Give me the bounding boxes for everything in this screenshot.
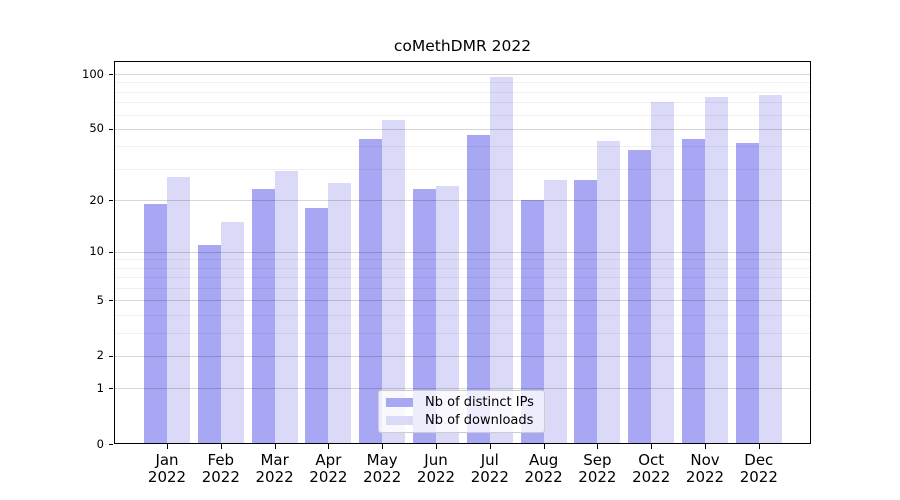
major-gridline-20	[114, 200, 811, 201]
x-tick-mark	[274, 444, 276, 449]
y-tick-mark	[109, 300, 113, 302]
minor-gridline-30	[114, 168, 811, 170]
bar-distinct-ips-jun	[413, 189, 436, 444]
bar-distinct-ips-may	[359, 138, 383, 444]
bar-downloads-sep	[597, 140, 621, 444]
bar-downloads-may	[382, 120, 406, 444]
legend-item-downloads: Nb of downloads	[379, 413, 544, 428]
bar-distinct-ips-nov	[682, 138, 705, 444]
legend-swatch-ips	[386, 398, 413, 408]
x-tick-label-dec: Dec 2022	[739, 451, 778, 486]
bar-downloads-aug	[543, 179, 567, 444]
y-tick-mark	[109, 444, 113, 445]
major-gridline-10	[114, 251, 811, 253]
y-tick-mark	[109, 388, 113, 390]
minor-gridline-70	[114, 102, 811, 104]
x-tick-mark	[328, 444, 330, 449]
bar-distinct-ips-aug	[520, 200, 544, 444]
y-tick-mark	[109, 128, 113, 130]
minor-gridline-3	[114, 332, 811, 334]
x-tick-label-oct: Oct 2022	[632, 451, 671, 486]
bar-distinct-ips-jul	[466, 135, 490, 444]
x-tick-mark	[489, 444, 491, 449]
y-tick-label-1: 1	[96, 380, 104, 395]
x-tick-label-mar: Mar 2022	[255, 451, 294, 486]
chart-title: coMethDMR 2022	[393, 37, 532, 55]
x-tick-label-feb: Feb 2022	[201, 451, 240, 486]
legend-swatch-downloads	[386, 415, 413, 425]
x-tick-mark	[167, 444, 168, 449]
bar-distinct-ips-oct	[628, 150, 652, 444]
bar-downloads-dec	[758, 94, 782, 444]
legend-label-ips: Nb of distinct IPs	[425, 395, 534, 411]
x-tick-mark	[382, 444, 384, 449]
legend-item-ips: Nb of distinct IPs	[379, 395, 544, 410]
x-tick-label-may: May 2022	[363, 451, 402, 486]
x-tick-mark	[220, 444, 222, 449]
bar-distinct-ips-dec	[735, 142, 759, 444]
bar-distinct-ips-jan	[144, 203, 167, 444]
plot-area	[114, 61, 811, 444]
x-tick-mark	[597, 444, 599, 449]
bar-downloads-jun	[436, 186, 459, 444]
y-tick-mark	[109, 74, 113, 76]
x-tick-label-jun: Jun 2022	[416, 451, 456, 486]
bar-distinct-ips-feb	[197, 244, 221, 444]
major-gridline-100	[114, 74, 811, 76]
minor-gridline-40	[114, 146, 811, 148]
minor-gridline-4	[114, 315, 811, 317]
y-tick-label-2: 2	[96, 348, 104, 363]
major-gridline-50	[114, 128, 811, 130]
bar-distinct-ips-apr	[305, 208, 329, 444]
x-tick-mark	[758, 444, 760, 449]
major-gridline-5	[114, 300, 811, 302]
x-tick-label-nov: Nov 2022	[685, 451, 725, 486]
bar-downloads-oct	[651, 102, 675, 444]
x-tick-mark	[651, 444, 653, 449]
minor-gridline-60	[114, 114, 811, 116]
minor-gridline-90	[114, 82, 811, 84]
minor-gridline-6	[114, 288, 811, 290]
y-tick-label-10: 10	[89, 244, 104, 259]
legend: Nb of distinct IPs Nb of downloads	[378, 390, 545, 433]
y-tick-label-100: 100	[82, 66, 104, 81]
bar-downloads-apr	[328, 182, 352, 444]
y-tick-mark	[109, 251, 113, 253]
minor-gridline-8	[114, 267, 811, 269]
bar-distinct-ips-sep	[574, 179, 598, 444]
x-tick-mark	[705, 444, 706, 449]
x-tick-label-jul: Jul 2022	[470, 451, 509, 486]
x-tick-label-aug: Aug 2022	[524, 451, 563, 486]
minor-gridline-80	[114, 91, 811, 93]
bar-distinct-ips-mar	[251, 189, 275, 444]
bar-downloads-feb	[220, 221, 244, 444]
y-tick-label-5: 5	[96, 292, 104, 307]
y-tick-mark	[109, 355, 113, 357]
bar-downloads-jan	[167, 176, 190, 444]
legend-label-downloads: Nb of downloads	[425, 412, 534, 428]
y-tick-label-0: 0	[96, 436, 104, 451]
bar-downloads-nov	[705, 96, 728, 444]
y-tick-label-20: 20	[89, 192, 104, 207]
x-tick-label-apr: Apr 2022	[309, 451, 348, 486]
x-tick-mark	[543, 444, 545, 449]
minor-gridline-9	[114, 259, 811, 261]
x-tick-label-jan: Jan 2022	[147, 451, 187, 486]
y-tick-label-50: 50	[89, 121, 104, 136]
major-gridline-2	[114, 355, 811, 357]
x-tick-label-sep: Sep 2022	[578, 451, 617, 486]
minor-gridline-7	[114, 277, 811, 279]
bar-downloads-mar	[274, 171, 298, 444]
x-tick-mark	[436, 444, 437, 449]
y-tick-mark	[109, 200, 113, 201]
major-gridline-1	[114, 388, 811, 390]
bar-downloads-jul	[489, 77, 513, 444]
